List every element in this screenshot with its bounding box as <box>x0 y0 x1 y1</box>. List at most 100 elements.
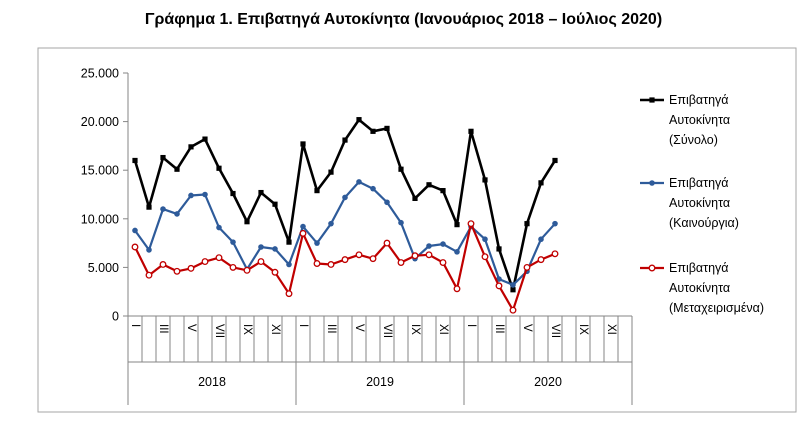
series-1-point <box>314 188 320 194</box>
series-2-point <box>286 261 292 268</box>
series-2-point <box>440 241 446 247</box>
series-2-point <box>230 239 236 245</box>
month-label: V <box>521 324 533 332</box>
series-2-point <box>482 236 488 243</box>
chart-title: Γράφημα 1. Επιβατηγά Αυτοκίνητα (Ιανουάρ… <box>144 11 663 28</box>
series-1-point <box>230 190 236 197</box>
series-3-point <box>229 263 237 271</box>
series-2-point <box>160 206 166 212</box>
series-line-3 <box>134 222 556 312</box>
legend-marker-1 <box>649 97 655 103</box>
y-tick-label: 15.000 <box>81 164 119 178</box>
month-label: V <box>185 324 197 332</box>
series-1-point <box>412 195 418 201</box>
series-3-point <box>299 229 307 237</box>
legend-label-2: Αυτοκίνητα <box>669 196 730 210</box>
series-3-point <box>145 271 153 279</box>
series-2-point <box>426 243 432 249</box>
series-3-point <box>215 254 223 262</box>
series-1-point <box>202 136 208 142</box>
series-1-point <box>426 182 432 188</box>
series-3-point <box>201 258 209 266</box>
series-1-point <box>244 219 250 225</box>
series-1-point <box>342 137 348 143</box>
legend-label-1: (Σύνολο) <box>669 133 718 147</box>
month-label: IX <box>577 324 589 335</box>
chart-border <box>37 47 797 413</box>
legend-label-2: (Καινούργια) <box>669 216 739 230</box>
legend-label-1: Αυτοκίνητα <box>669 113 730 127</box>
series-1-point <box>258 189 264 196</box>
series-1-point <box>356 117 362 123</box>
month-label: III <box>325 324 337 334</box>
series-3-point <box>397 259 405 266</box>
series-3-point <box>523 263 531 271</box>
series-1-point <box>328 169 334 175</box>
series-2-point <box>202 191 208 198</box>
legend-label-3: Αυτοκίνητα <box>669 281 730 295</box>
series-3-point <box>341 256 349 264</box>
month-label: III <box>493 324 505 334</box>
series-1-point <box>510 287 516 293</box>
series-3-point <box>537 256 545 264</box>
series-1-point <box>552 157 558 164</box>
series-2-point <box>454 249 460 255</box>
month-label: VII <box>213 324 225 338</box>
series-1-point <box>440 188 446 194</box>
series-3-point <box>173 267 181 275</box>
series-2-point <box>314 240 320 246</box>
year-label: 2018 <box>198 375 226 389</box>
series-3-point <box>425 251 433 259</box>
y-tick-label: 25.000 <box>81 67 119 81</box>
series-1-point <box>538 180 544 186</box>
series-3-point <box>313 260 321 267</box>
series-3-point <box>285 290 293 298</box>
legend-label-2: Επιβατηγά <box>669 176 729 190</box>
series-3-point <box>369 255 377 263</box>
series-3-point <box>453 285 461 293</box>
series-3-point <box>411 252 419 260</box>
month-label: III <box>157 324 169 334</box>
series-2-point <box>300 223 306 230</box>
series-3-point <box>159 261 167 268</box>
series-2-point <box>328 220 334 227</box>
series-1-point <box>146 204 152 210</box>
series-2-point <box>356 179 362 185</box>
series-2-point <box>384 199 390 206</box>
legend-marker-3 <box>648 264 656 272</box>
legend-label-3: Επιβατηγά <box>669 261 729 275</box>
legend-label-1: Επιβατηγά <box>669 93 729 107</box>
series-1-point <box>524 221 530 227</box>
month-label: VII <box>381 324 393 338</box>
month-label: XI <box>269 324 281 335</box>
series-2-point <box>132 227 138 234</box>
series-1-point <box>496 246 502 252</box>
series-2-point <box>510 282 516 288</box>
y-tick-label: 0 <box>112 310 119 324</box>
series-1-point <box>300 141 306 147</box>
series-3-point <box>131 243 139 251</box>
series-2-point <box>538 236 544 243</box>
series-3-point <box>481 253 489 261</box>
series-1-point <box>216 165 222 171</box>
month-label: XI <box>437 324 449 335</box>
series-3-point <box>551 250 559 258</box>
year-label: 2020 <box>534 375 562 389</box>
y-tick-label: 20.000 <box>81 115 119 129</box>
series-1-point <box>272 201 278 207</box>
series-2-point <box>258 244 264 250</box>
year-label: 2019 <box>366 375 394 389</box>
series-2-point <box>370 185 376 192</box>
month-label: IX <box>409 324 421 335</box>
series-1-point <box>174 166 180 172</box>
series-1-point <box>286 239 292 245</box>
series-1-point <box>370 128 376 134</box>
series-2-point <box>272 246 278 252</box>
series-2-point <box>398 219 404 226</box>
series-1-point <box>482 177 488 183</box>
series-1-point <box>398 166 404 172</box>
month-label: VII <box>549 324 561 338</box>
series-3-point <box>383 239 391 247</box>
y-tick-label: 5.000 <box>88 261 119 275</box>
series-2-point <box>342 194 348 201</box>
